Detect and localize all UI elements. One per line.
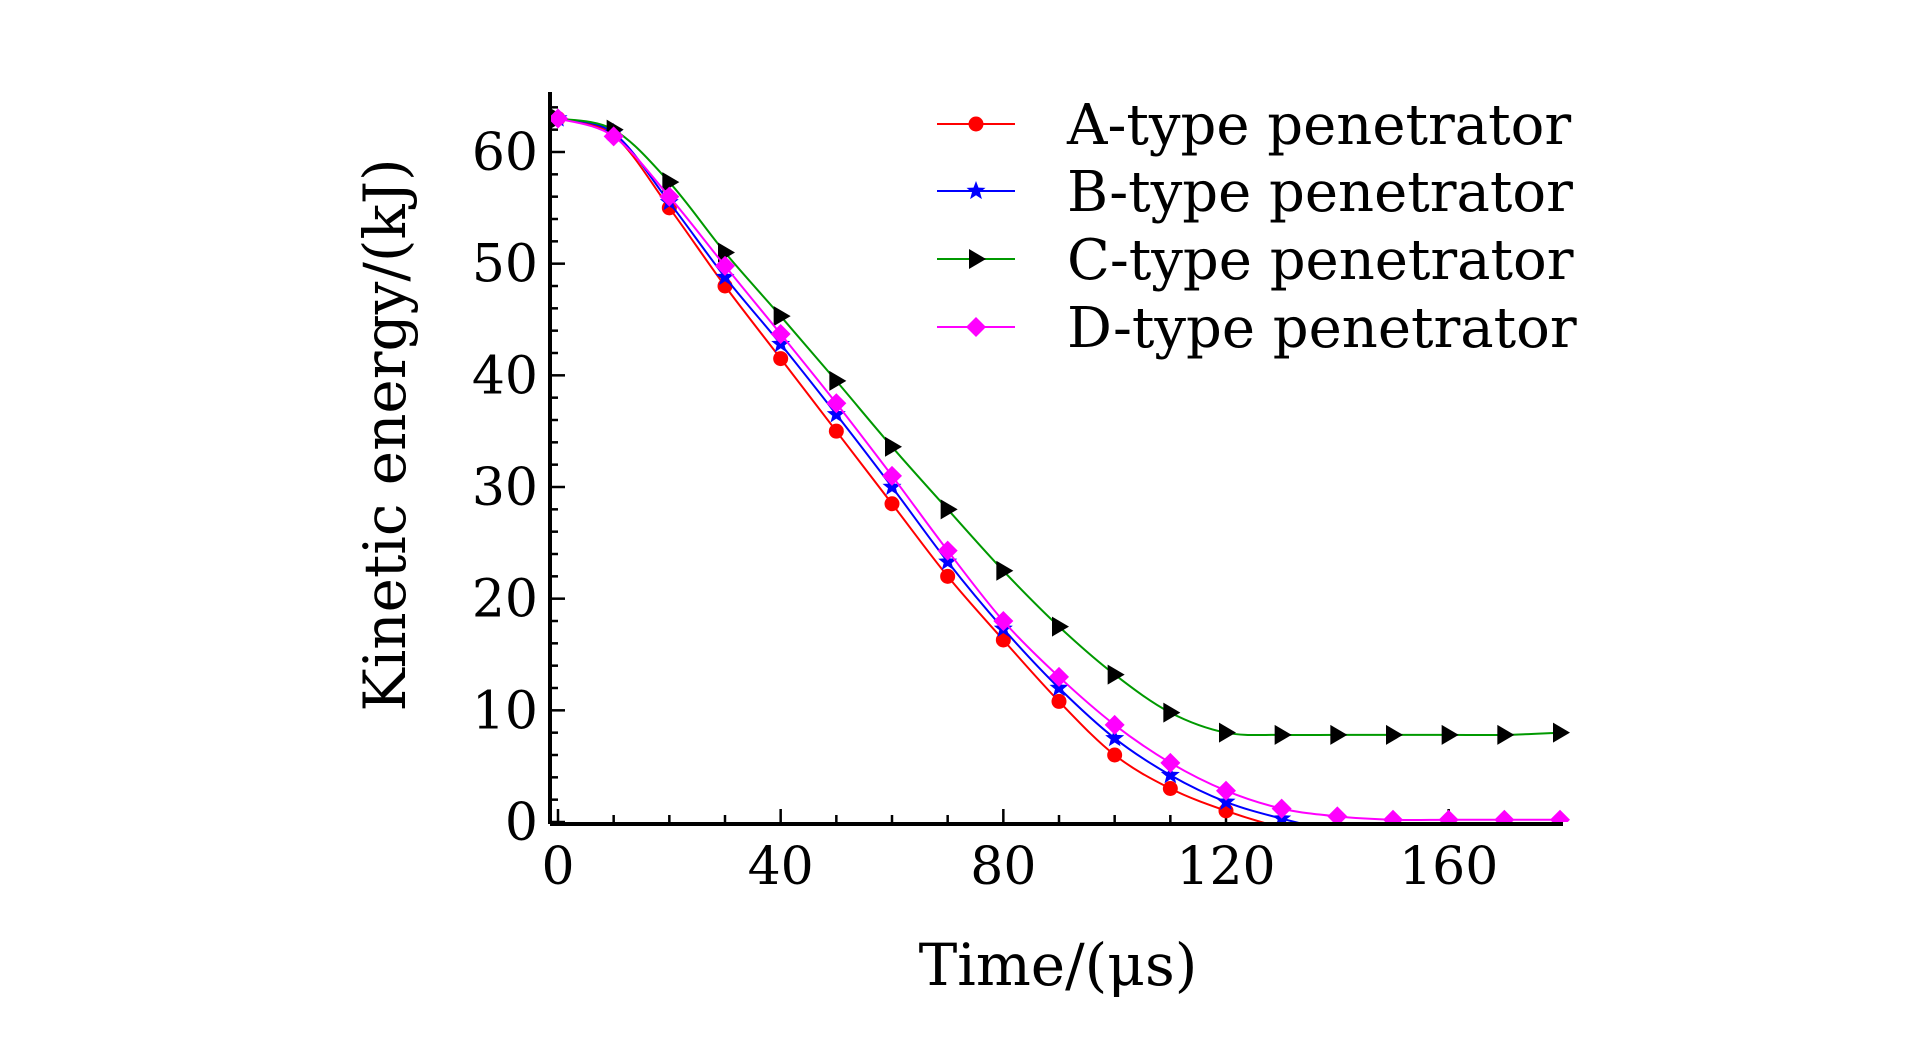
data-point	[718, 242, 735, 263]
data-point	[603, 126, 624, 147]
data-point	[1216, 791, 1236, 810]
data-point	[1274, 724, 1292, 745]
data-point	[995, 632, 1011, 648]
data-point	[1160, 765, 1180, 784]
data-point	[940, 568, 956, 584]
data-point	[882, 477, 902, 496]
data-point	[1052, 616, 1069, 637]
y-tick-label: 10	[472, 681, 538, 741]
data-point	[1163, 702, 1181, 723]
y-tick-label: 30	[472, 458, 538, 518]
data-point	[1216, 780, 1236, 801]
data-point	[938, 551, 958, 570]
y-axis-label: Kinetic energy/(kJ)	[351, 158, 419, 711]
legend-label: D-type penetrator	[1067, 296, 1577, 361]
data-point	[1327, 806, 1348, 822]
data-point	[996, 560, 1014, 581]
y-tick-label: 0	[505, 793, 538, 853]
data-point	[715, 255, 735, 276]
x-tick-label: 80	[970, 837, 1036, 897]
data-point	[551, 108, 568, 129]
legend-entry-1: A-type penetrator	[937, 93, 1571, 158]
data-point	[828, 423, 844, 439]
data-point	[829, 370, 847, 391]
y-tick-label: 50	[472, 235, 538, 295]
data-point	[826, 393, 847, 414]
legend-marker	[968, 116, 984, 132]
data-point	[1497, 724, 1515, 745]
data-point	[770, 324, 791, 345]
legend-label: C-type penetrator	[1067, 228, 1574, 293]
data-point	[1162, 781, 1178, 796]
series-3	[551, 108, 1570, 745]
legend-marker	[966, 317, 986, 337]
x-tick-label: 160	[1399, 837, 1498, 897]
y-tick-label: 40	[472, 346, 538, 406]
data-point	[1441, 724, 1459, 745]
legend-marker	[966, 181, 986, 200]
x-tick-label: 0	[541, 837, 574, 897]
data-point	[659, 186, 680, 207]
data-point	[1107, 747, 1123, 763]
data-point	[773, 306, 791, 327]
data-point	[1330, 724, 1348, 745]
data-point	[1104, 714, 1125, 735]
series-4	[551, 108, 1570, 822]
data-point	[715, 267, 735, 286]
data-point	[1494, 809, 1515, 822]
data-point	[662, 172, 680, 193]
y-tick-label: 60	[472, 123, 538, 183]
data-point	[884, 496, 900, 512]
data-point	[937, 540, 958, 561]
data-point	[882, 465, 902, 486]
data-point	[1553, 722, 1570, 743]
data-point	[1051, 693, 1067, 709]
data-point	[993, 611, 1014, 631]
y-tick-label: 20	[472, 570, 538, 630]
legend-entry-4: D-type penetrator	[937, 296, 1577, 361]
data-point	[1271, 798, 1292, 819]
data-point	[1160, 752, 1181, 773]
legend-marker	[969, 249, 986, 269]
x-tick-label: 120	[1176, 837, 1275, 897]
data-point	[1438, 809, 1459, 822]
series-line	[557, 117, 1299, 822]
legend-label: B-type penetrator	[1067, 160, 1573, 225]
data-point	[1219, 722, 1236, 743]
x-tick-label: 40	[748, 837, 814, 897]
data-point	[773, 351, 789, 367]
data-point	[1383, 809, 1403, 822]
data-point	[1386, 724, 1403, 745]
x-axis-label: Time/(μs)	[919, 931, 1198, 999]
data-point	[1105, 728, 1125, 747]
series-group	[551, 108, 1570, 822]
data-point	[1550, 809, 1570, 822]
legend-label: A-type penetrator	[1066, 93, 1571, 158]
data-point	[885, 436, 902, 457]
legend-entry-2: B-type penetrator	[937, 160, 1573, 225]
ticks: 0 40 80 120 160 0 10 20 30 40 50 60	[472, 106, 1562, 897]
data-point	[1049, 666, 1069, 687]
data-point	[940, 499, 958, 520]
data-point	[1107, 664, 1125, 685]
legend-entry-3: C-type penetrator	[937, 228, 1574, 293]
data-point	[826, 404, 846, 423]
data-point	[1049, 678, 1069, 697]
